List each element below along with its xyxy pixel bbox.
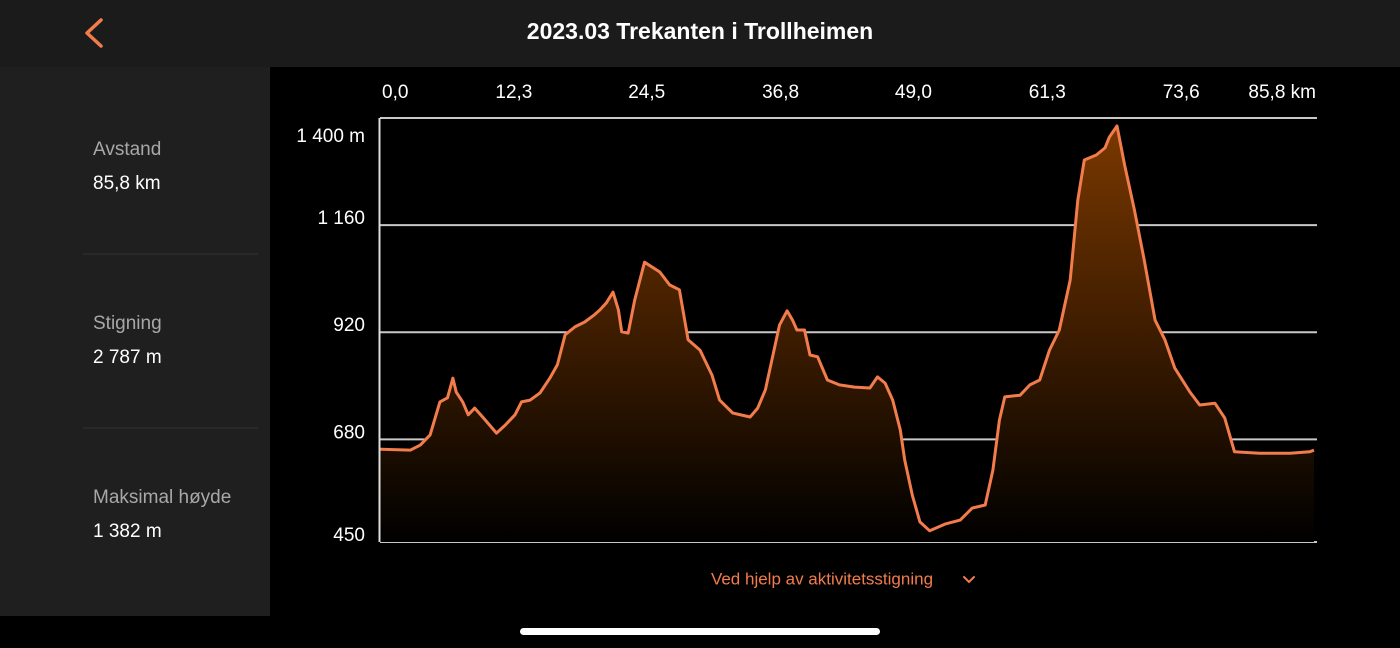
stats-panel	[0, 67, 270, 616]
y-tick-label: 450	[333, 525, 365, 546]
stat-label: Maksimal høyde	[93, 487, 231, 508]
stat-value: 85,8 km	[93, 173, 161, 194]
y-tick-label: 1 400 m	[296, 126, 365, 147]
x-tick-label: 12,3	[495, 82, 532, 103]
dropdown-chevron[interactable]	[963, 576, 975, 584]
source-selector[interactable]: Ved hjelp av aktivitetsstigning	[711, 569, 933, 588]
area-fill	[380, 126, 1314, 542]
elevation-line	[379, 124, 1315, 533]
y-tick-label: 1 160	[317, 208, 365, 229]
x-tick-label: 36,8	[762, 82, 799, 103]
stat-value: 1 382 m	[93, 521, 162, 542]
x-tick-label: 73,6	[1163, 82, 1200, 103]
x-tick-label: 49,0	[895, 82, 932, 103]
stat-value: 2 787 m	[93, 347, 162, 368]
x-tick-label: 61,3	[1029, 82, 1066, 103]
y-tick-label: 680	[333, 422, 365, 443]
top-bar	[0, 0, 1400, 67]
y-tick-label: 920	[333, 315, 365, 336]
x-tick-label: 24,5	[628, 82, 665, 103]
x-tick-label: 0,0	[382, 82, 408, 103]
stat-label: Avstand	[93, 139, 161, 160]
x-tick-label: 85,8 km	[1248, 82, 1316, 103]
home-indicator	[520, 628, 880, 635]
page-title: 2023.03 Trekanten i Trollheimen	[527, 18, 873, 44]
stat-label: Stigning	[93, 313, 162, 334]
back-button[interactable]	[85, 18, 103, 48]
